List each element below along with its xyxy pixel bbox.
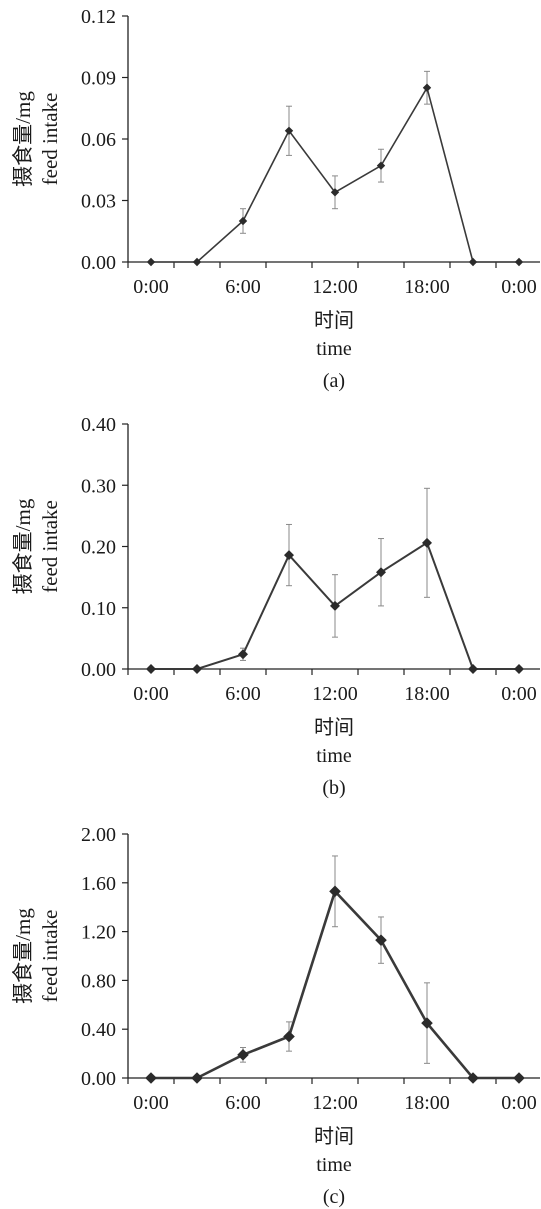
y-tick-label: 0.00 bbox=[81, 252, 116, 274]
y-tick-label: 0.80 bbox=[81, 970, 116, 992]
data-point-marker bbox=[376, 567, 386, 578]
y-axis-title-en: feed intake bbox=[38, 500, 62, 593]
x-tick-label: 18:00 bbox=[404, 1092, 450, 1114]
y-tick-label: 0.06 bbox=[81, 129, 116, 151]
y-tick-label: 0.30 bbox=[81, 475, 116, 497]
x-tick-label: 18:00 bbox=[404, 276, 450, 298]
y-axis-title-en: feed intake bbox=[38, 910, 62, 1003]
x-tick-label: 18:00 bbox=[404, 683, 450, 705]
data-point-marker bbox=[237, 1049, 249, 1061]
data-point-marker bbox=[468, 664, 478, 674]
y-tick-label: 1.20 bbox=[81, 922, 116, 944]
chart-panel-a: 0.00 0.03 0.06 0.09 0.12 0:00 6:00 12:00 18:00 0:… bbox=[11, 6, 540, 392]
y-tick-label: 0.10 bbox=[81, 598, 116, 620]
data-point-marker bbox=[422, 537, 432, 548]
y-tick-label: 0.00 bbox=[81, 1068, 116, 1090]
y-tick-label: 0.09 bbox=[81, 68, 116, 90]
data-point-marker bbox=[330, 600, 340, 611]
y-tick-label: 1.60 bbox=[81, 873, 116, 895]
x-tick-label: 6:00 bbox=[225, 683, 261, 705]
data-point-marker bbox=[375, 934, 387, 946]
data-point-marker bbox=[284, 126, 294, 135]
data-point-marker bbox=[192, 664, 202, 674]
y-axis-title-en: feed intake bbox=[38, 93, 62, 186]
x-tick-label: 6:00 bbox=[225, 276, 261, 298]
data-point-marker bbox=[422, 83, 432, 92]
data-point-marker bbox=[329, 885, 341, 898]
x-tick-label: 0:00 bbox=[133, 683, 169, 705]
data-point-marker bbox=[514, 257, 524, 267]
x-tick-label: 0:00 bbox=[501, 1092, 537, 1114]
data-point-marker bbox=[284, 550, 294, 561]
data-point-marker bbox=[146, 257, 156, 267]
panel-label: (c) bbox=[323, 1186, 345, 1208]
panel-label: (b) bbox=[322, 777, 345, 799]
data-point-marker bbox=[192, 257, 202, 267]
y-tick-label: 0.00 bbox=[81, 659, 116, 681]
data-point-marker bbox=[191, 1072, 203, 1084]
y-tick-label: 2.00 bbox=[81, 824, 116, 846]
data-point-marker bbox=[238, 216, 248, 226]
x-tick-label: 0:00 bbox=[133, 1092, 169, 1114]
x-tick-label: 0:00 bbox=[133, 276, 169, 298]
data-point-marker bbox=[376, 161, 386, 170]
data-point-marker bbox=[238, 649, 248, 660]
data-point-marker bbox=[514, 664, 524, 674]
data-point-marker bbox=[145, 1072, 157, 1084]
y-tick-label: 0.20 bbox=[81, 537, 116, 559]
y-axis-title-cn: 摄食量/mg bbox=[11, 91, 35, 187]
y-tick-label: 0.03 bbox=[81, 191, 116, 213]
x-tick-label: 12:00 bbox=[312, 683, 358, 705]
data-point-marker bbox=[513, 1072, 525, 1084]
y-tick-label: 0.12 bbox=[81, 6, 116, 28]
x-tick-label: 12:00 bbox=[312, 1092, 358, 1114]
x-axis-title-en: time bbox=[316, 745, 352, 767]
x-axis-title-en: time bbox=[316, 338, 352, 360]
chart-panel-c: 0.00 0.40 0.80 1.20 1.60 2.00 0:00 6:00 12:00 18:… bbox=[11, 824, 540, 1208]
y-tick-label: 0.40 bbox=[81, 1019, 116, 1041]
x-tick-label: 12:00 bbox=[312, 276, 358, 298]
data-point-marker bbox=[421, 1017, 433, 1029]
y-tick-label: 0.40 bbox=[81, 414, 116, 436]
chart-panel-b: 0.00 0.10 0.20 0.30 0.40 0:00 6:00 12:00 18:00 0:… bbox=[11, 414, 540, 799]
x-axis-title-cn: 时间 bbox=[314, 1125, 354, 1148]
data-point-marker bbox=[467, 1072, 479, 1084]
x-tick-label: 0:00 bbox=[501, 276, 537, 298]
y-axis-title-cn: 摄食量/mg bbox=[11, 498, 35, 594]
y-axis-title-cn: 摄食量/mg bbox=[11, 908, 35, 1004]
data-point-marker bbox=[330, 188, 340, 197]
x-tick-label: 6:00 bbox=[225, 1092, 261, 1114]
data-point-marker bbox=[468, 257, 478, 267]
x-tick-label: 0:00 bbox=[501, 683, 537, 705]
x-axis-title-en: time bbox=[316, 1154, 352, 1176]
data-point-marker bbox=[146, 664, 156, 674]
series-line bbox=[151, 85, 519, 263]
x-axis-title-cn: 时间 bbox=[314, 309, 354, 332]
x-axis-title-cn: 时间 bbox=[314, 716, 354, 739]
data-point-marker bbox=[283, 1030, 295, 1043]
panel-label: (a) bbox=[323, 370, 345, 392]
